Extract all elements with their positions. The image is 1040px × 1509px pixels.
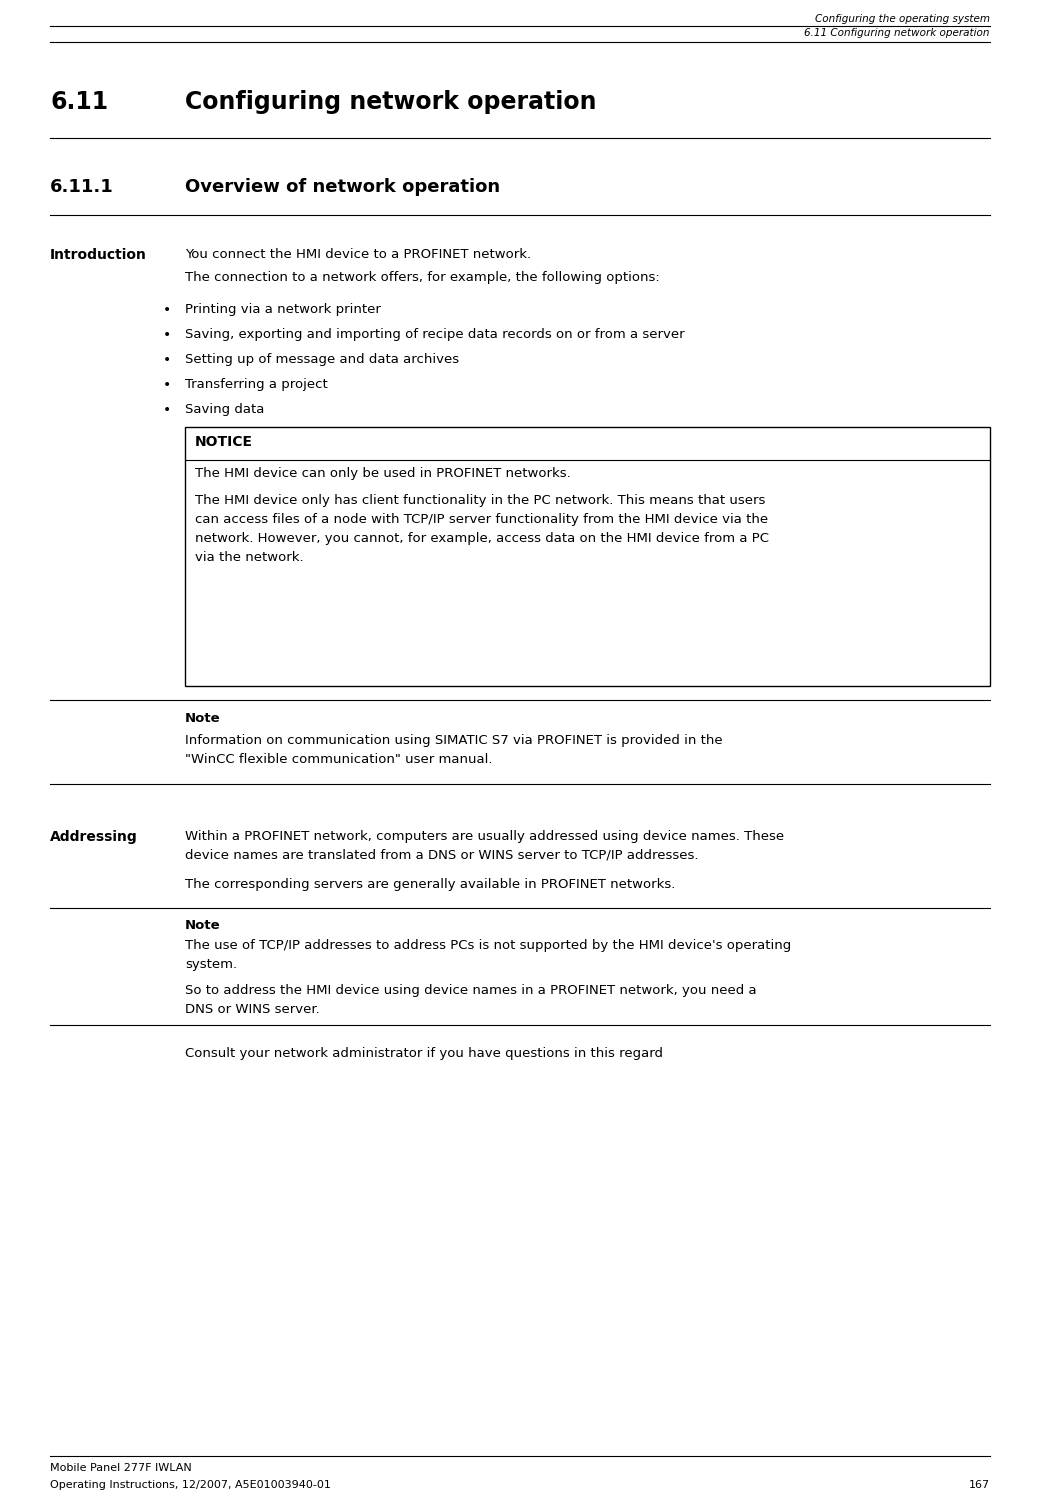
Text: 6.11: 6.11 (50, 91, 108, 115)
Text: NOTICE: NOTICE (196, 435, 253, 450)
Text: •: • (163, 303, 172, 317)
Text: Within a PROFINET network, computers are usually addressed using device names. T: Within a PROFINET network, computers are… (185, 830, 784, 844)
Text: Introduction: Introduction (50, 247, 147, 263)
Text: Printing via a network printer: Printing via a network printer (185, 303, 381, 315)
Text: "WinCC flexible communication" user manual.: "WinCC flexible communication" user manu… (185, 753, 493, 767)
Text: The HMI device only has client functionality in the PC network. This means that : The HMI device only has client functiona… (196, 493, 765, 507)
Text: •: • (163, 353, 172, 367)
Text: The use of TCP/IP addresses to address PCs is not supported by the HMI device's : The use of TCP/IP addresses to address P… (185, 939, 791, 952)
Text: can access files of a node with TCP/IP server functionality from the HMI device : can access files of a node with TCP/IP s… (196, 513, 769, 527)
Text: Information on communication using SIMATIC S7 via PROFINET is provided in the: Information on communication using SIMAT… (185, 733, 723, 747)
Text: You connect the HMI device to a PROFINET network.: You connect the HMI device to a PROFINET… (185, 247, 531, 261)
Text: Note: Note (185, 919, 220, 933)
Text: system.: system. (185, 958, 237, 970)
Text: via the network.: via the network. (196, 551, 304, 564)
Text: The HMI device can only be used in PROFINET networks.: The HMI device can only be used in PROFI… (196, 466, 571, 480)
Text: 167: 167 (969, 1480, 990, 1489)
Text: •: • (163, 327, 172, 343)
Text: The corresponding servers are generally available in PROFINET networks.: The corresponding servers are generally … (185, 878, 675, 890)
Text: Overview of network operation: Overview of network operation (185, 178, 500, 196)
Text: Transferring a project: Transferring a project (185, 377, 328, 391)
Text: Consult your network administrator if you have questions in this regard: Consult your network administrator if yo… (185, 1047, 664, 1059)
Text: Configuring network operation: Configuring network operation (185, 91, 597, 115)
Text: Setting up of message and data archives: Setting up of message and data archives (185, 353, 459, 367)
Text: Mobile Panel 277F IWLAN: Mobile Panel 277F IWLAN (50, 1464, 191, 1473)
Text: •: • (163, 377, 172, 392)
Text: device names are translated from a DNS or WINS server to TCP/IP addresses.: device names are translated from a DNS o… (185, 850, 699, 862)
Text: Configuring the operating system: Configuring the operating system (815, 14, 990, 24)
Text: The connection to a network offers, for example, the following options:: The connection to a network offers, for … (185, 272, 659, 284)
Text: Addressing: Addressing (50, 830, 137, 844)
Text: So to address the HMI device using device names in a PROFINET network, you need : So to address the HMI device using devic… (185, 984, 757, 997)
Text: Note: Note (185, 712, 220, 724)
Text: 6.11.1: 6.11.1 (50, 178, 113, 196)
Text: Saving data: Saving data (185, 403, 264, 416)
Text: Operating Instructions, 12/2007, A5E01003940-01: Operating Instructions, 12/2007, A5E0100… (50, 1480, 331, 1489)
Bar (185, 427, 990, 687)
Text: DNS or WINS server.: DNS or WINS server. (185, 1003, 319, 1016)
Text: network. However, you cannot, for example, access data on the HMI device from a : network. However, you cannot, for exampl… (196, 533, 769, 545)
Text: •: • (163, 403, 172, 416)
Text: Saving, exporting and importing of recipe data records on or from a server: Saving, exporting and importing of recip… (185, 327, 684, 341)
Text: 6.11 Configuring network operation: 6.11 Configuring network operation (805, 29, 990, 38)
